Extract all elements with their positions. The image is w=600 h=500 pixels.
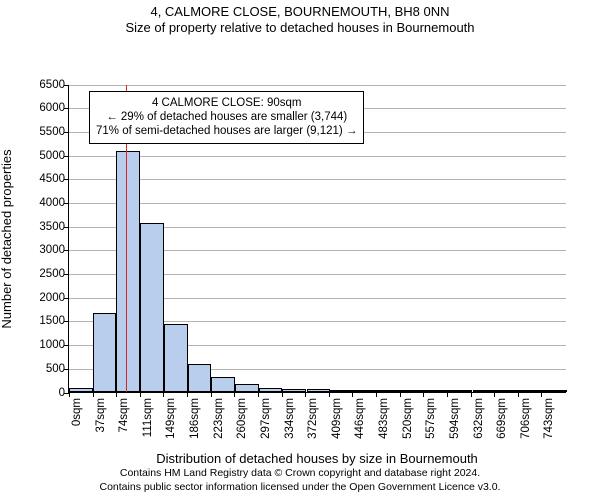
y-tick-label: 1500: [39, 315, 69, 327]
x-tick-mark: [258, 392, 259, 397]
y-axis-label: Number of detached properties: [0, 149, 14, 328]
plot-area: 0500100015002000250030003500400045005000…: [68, 85, 566, 393]
x-tick-mark: [471, 392, 472, 397]
chart-title-line2: Size of property relative to detached ho…: [0, 20, 600, 36]
x-tick-mark: [352, 392, 353, 397]
histogram-bar: [520, 390, 544, 392]
chart-title-line1: 4, CALMORE CLOSE, BOURNEMOUTH, BH8 0NN: [0, 4, 600, 20]
x-tick-mark: [140, 392, 141, 397]
y-gridline: [69, 179, 566, 180]
y-gridline: [69, 85, 566, 86]
y-tick-label: 4000: [39, 197, 69, 209]
x-tick-label: 297sqm: [260, 398, 272, 439]
y-gridline: [69, 203, 566, 204]
histogram-bar: [188, 364, 212, 392]
x-tick-label: 186sqm: [189, 398, 201, 439]
y-tick-label: 0: [59, 387, 69, 399]
attribution-line1: Contains HM Land Registry data © Crown c…: [0, 466, 600, 480]
annotation-line: 4 CALMORE CLOSE: 90sqm: [96, 96, 357, 110]
x-tick-label: 260sqm: [236, 398, 248, 439]
x-tick-mark: [423, 392, 424, 397]
x-tick-label: 149sqm: [165, 398, 177, 439]
y-tick-label: 5000: [39, 150, 69, 162]
x-tick-mark: [329, 392, 330, 397]
x-tick-mark: [187, 392, 188, 397]
chart-container: 0 500 1000 1500 2000 2500 3000 3500 4000 4500 5000…: [0, 37, 600, 457]
attribution-line2: Contains public sector information licen…: [0, 480, 600, 494]
x-tick-label: 557sqm: [425, 398, 437, 439]
y-tick-label: 1000: [39, 339, 69, 351]
y-gridline: [69, 156, 566, 157]
histogram-bar: [282, 389, 306, 392]
x-axis-label: Distribution of detached houses by size …: [68, 451, 566, 466]
x-tick-label: 372sqm: [307, 398, 319, 439]
histogram-bar: [211, 377, 235, 392]
histogram-bar: [354, 390, 378, 392]
y-tick-label: 6500: [39, 79, 69, 91]
y-tick-label: 6000: [39, 102, 69, 114]
x-tick-label: 0sqm: [71, 398, 83, 426]
y-tick-label: 3000: [39, 244, 69, 256]
x-tick-label: 334sqm: [284, 398, 296, 439]
y-tick-label: 5500: [39, 126, 69, 138]
y-tick-label: 4500: [39, 173, 69, 185]
annotation-box: 4 CALMORE CLOSE: 90sqm← 29% of detached …: [89, 91, 364, 144]
histogram-bar: [69, 388, 93, 391]
x-tick-mark: [541, 392, 542, 397]
x-tick-label: 594sqm: [449, 398, 461, 439]
histogram-bar: [401, 390, 425, 392]
histogram-bar: [496, 390, 520, 392]
histogram-bar: [543, 390, 567, 392]
y-tick-label: 2500: [39, 268, 69, 280]
histogram-bar: [140, 223, 164, 391]
histogram-bar: [93, 313, 117, 392]
x-tick-mark: [376, 392, 377, 397]
x-tick-mark: [234, 392, 235, 397]
y-tick-label: 500: [46, 363, 69, 375]
x-tick-label: 632sqm: [473, 398, 485, 439]
x-tick-label: 223sqm: [213, 398, 225, 439]
x-tick-mark: [211, 392, 212, 397]
x-tick-mark: [116, 392, 117, 397]
x-tick-label: 446sqm: [354, 398, 366, 439]
x-tick-label: 409sqm: [331, 398, 343, 439]
histogram-bar: [330, 390, 354, 392]
histogram-bar: [473, 390, 497, 392]
x-tick-label: 37sqm: [95, 398, 107, 433]
x-tick-mark: [447, 392, 448, 397]
x-tick-label: 111sqm: [142, 398, 154, 437]
x-tick-label: 743sqm: [543, 398, 555, 439]
x-tick-label: 483sqm: [378, 398, 390, 439]
histogram-bar: [448, 390, 472, 392]
x-tick-mark: [518, 392, 519, 397]
histogram-bar: [164, 324, 188, 391]
y-tick-label: 2000: [39, 292, 69, 304]
chart-title: 4, CALMORE CLOSE, BOURNEMOUTH, BH8 0NN S…: [0, 0, 600, 37]
x-tick-label: 706sqm: [520, 398, 532, 439]
histogram-bar: [116, 151, 140, 392]
histogram-bar: [425, 390, 449, 392]
x-tick-mark: [163, 392, 164, 397]
histogram-bar: [377, 390, 401, 392]
histogram-bar: [259, 388, 283, 392]
annotation-line: ← 29% of detached houses are smaller (3,…: [96, 110, 357, 124]
x-tick-mark: [400, 392, 401, 397]
histogram-bar: [235, 384, 259, 391]
x-tick-label: 74sqm: [118, 398, 130, 433]
annotation-line: 71% of semi-detached houses are larger (…: [96, 124, 357, 138]
x-tick-label: 669sqm: [496, 398, 508, 439]
x-tick-label: 520sqm: [402, 398, 414, 439]
x-tick-mark: [494, 392, 495, 397]
x-tick-mark: [305, 392, 306, 397]
x-tick-mark: [282, 392, 283, 397]
x-tick-mark: [93, 392, 94, 397]
histogram-bar: [307, 389, 331, 391]
y-tick-label: 3500: [39, 221, 69, 233]
attribution-footer: Contains HM Land Registry data © Crown c…: [0, 466, 600, 494]
x-tick-mark: [69, 392, 70, 397]
